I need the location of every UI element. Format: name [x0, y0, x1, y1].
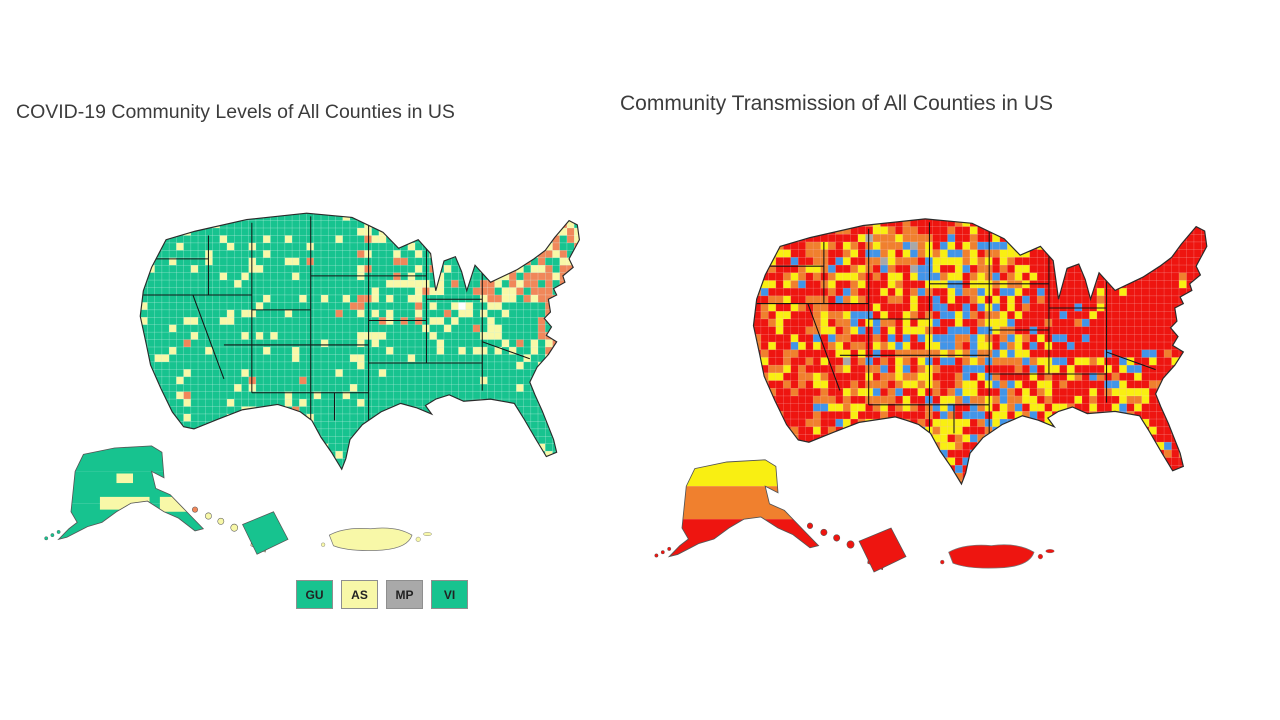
territory-legend: GU AS MP VI — [296, 580, 468, 609]
legend-label-gu: GU — [305, 587, 324, 602]
legend-label-as: AS — [351, 587, 368, 602]
community-levels-map[interactable] — [40, 193, 660, 618]
legend-box-vi[interactable]: VI — [431, 580, 468, 609]
legend-label-vi: VI — [443, 587, 456, 602]
community-transmission-map[interactable] — [650, 198, 1280, 638]
legend-label-mp: MP — [395, 587, 414, 602]
legend-box-as[interactable]: AS — [341, 580, 378, 609]
legend-box-mp[interactable]: MP — [386, 580, 423, 609]
right-map-title: Community Transmission of All Counties i… — [620, 92, 1053, 116]
left-map-title: COVID-19 Community Levels of All Countie… — [16, 101, 455, 124]
legend-box-gu[interactable]: GU — [296, 580, 333, 609]
